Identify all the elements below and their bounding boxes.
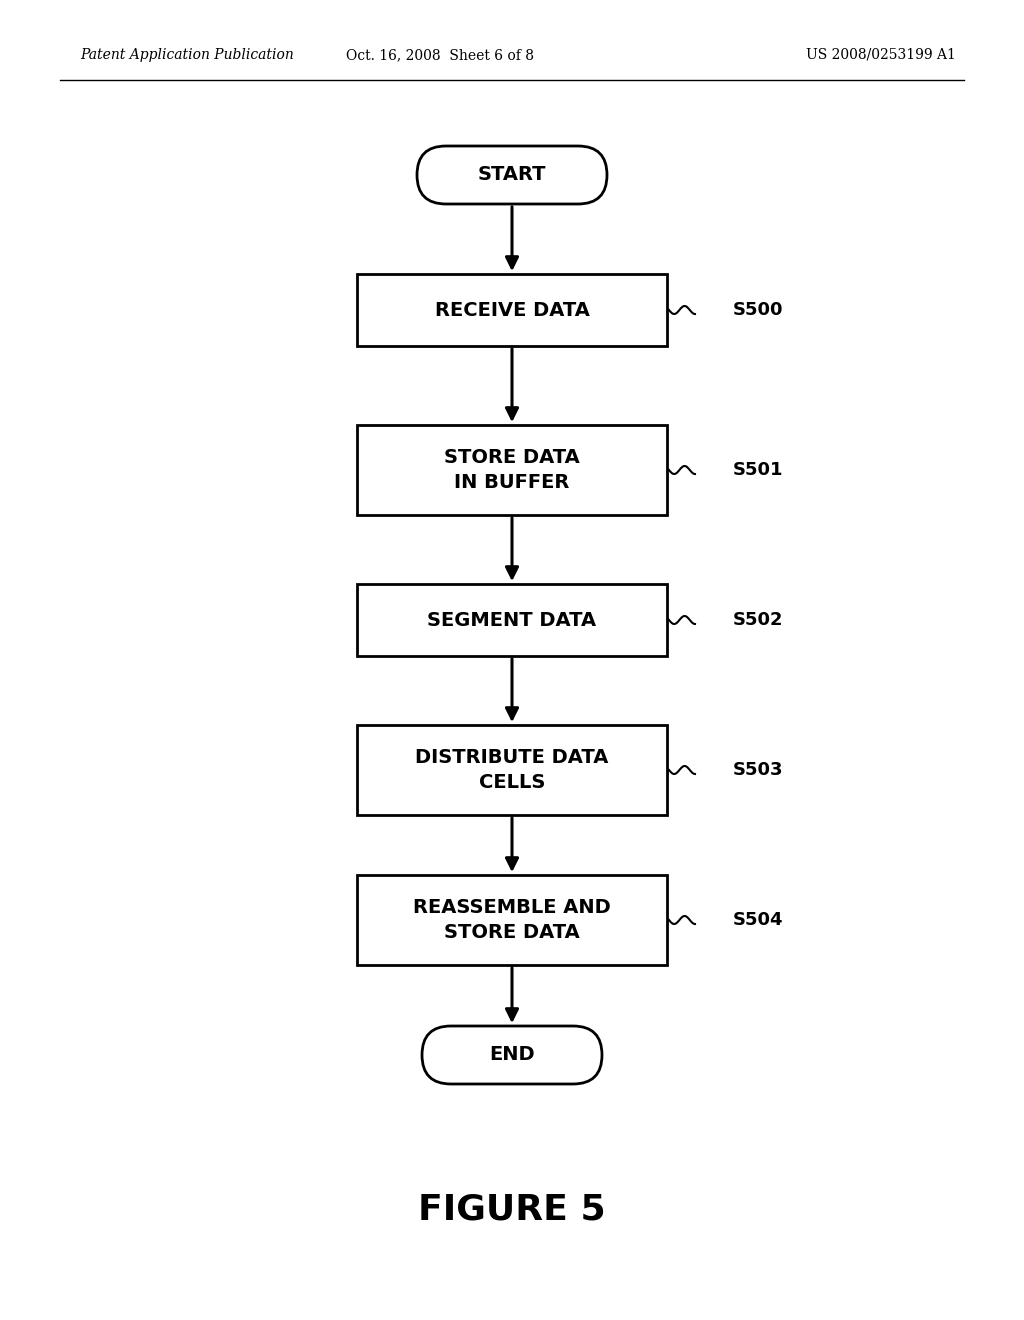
Text: END: END <box>489 1045 535 1064</box>
FancyBboxPatch shape <box>417 147 607 205</box>
FancyBboxPatch shape <box>422 1026 602 1084</box>
Text: S501: S501 <box>733 461 783 479</box>
Text: S503: S503 <box>733 762 783 779</box>
Text: FIGURE 5: FIGURE 5 <box>418 1193 606 1228</box>
Bar <box>357 725 667 814</box>
Bar <box>357 275 667 346</box>
Text: REASSEMBLE AND
STORE DATA: REASSEMBLE AND STORE DATA <box>413 898 611 942</box>
Text: S504: S504 <box>733 911 783 929</box>
Text: STORE DATA
IN BUFFER: STORE DATA IN BUFFER <box>444 447 580 492</box>
Text: SEGMENT DATA: SEGMENT DATA <box>427 610 597 630</box>
Text: S502: S502 <box>733 611 783 630</box>
Text: Patent Application Publication: Patent Application Publication <box>80 48 294 62</box>
Text: S500: S500 <box>733 301 783 319</box>
Text: RECEIVE DATA: RECEIVE DATA <box>434 301 590 319</box>
Text: Oct. 16, 2008  Sheet 6 of 8: Oct. 16, 2008 Sheet 6 of 8 <box>346 48 535 62</box>
Bar <box>357 583 667 656</box>
Bar <box>357 425 667 515</box>
Text: US 2008/0253199 A1: US 2008/0253199 A1 <box>806 48 955 62</box>
Text: START: START <box>478 165 546 185</box>
Bar <box>357 875 667 965</box>
Text: DISTRIBUTE DATA
CELLS: DISTRIBUTE DATA CELLS <box>416 748 608 792</box>
